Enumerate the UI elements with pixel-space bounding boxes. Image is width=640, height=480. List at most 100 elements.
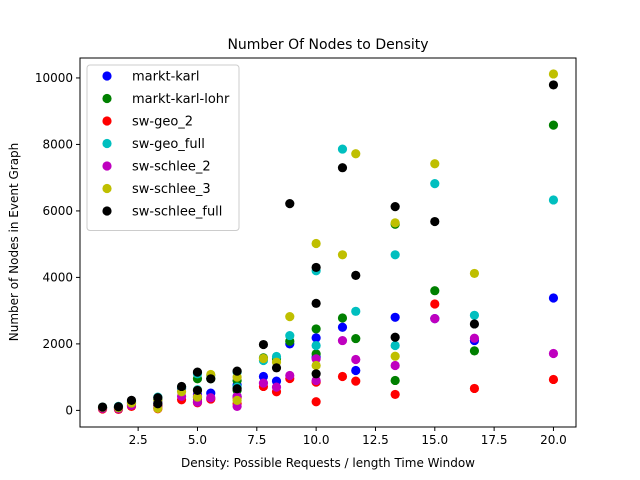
data-point-sw-schlee_full bbox=[126, 395, 137, 406]
data-point-sw-schlee_full bbox=[192, 367, 203, 377]
data-point-sw-schlee_2 bbox=[311, 354, 321, 364]
data-point-sw-schlee_full bbox=[271, 363, 282, 373]
data-point-markt-karl-lohr bbox=[390, 375, 400, 386]
data-point-markt-karl-lohr bbox=[351, 333, 361, 344]
data-point-sw-geo_full bbox=[469, 310, 480, 320]
data-point-markt-karl bbox=[351, 365, 361, 376]
x-tick-label: 17.5 bbox=[481, 433, 508, 447]
data-point-sw-geo_full bbox=[285, 330, 295, 341]
data-point-sw-geo_full bbox=[337, 144, 348, 154]
x-tick-label: 5.0 bbox=[188, 433, 207, 447]
data-point-sw-schlee_full bbox=[97, 402, 108, 412]
x-tick-label: 2.5 bbox=[129, 433, 148, 447]
data-point-sw-schlee_3 bbox=[285, 312, 295, 322]
data-point-sw-geo_full bbox=[390, 250, 400, 260]
data-points bbox=[97, 69, 559, 414]
data-point-sw-schlee_full bbox=[232, 366, 242, 376]
data-point-markt-karl bbox=[311, 333, 321, 343]
y-tick-label: 10000 bbox=[35, 71, 73, 85]
data-point-sw-schlee_3 bbox=[311, 238, 321, 249]
data-point-markt-karl-lohr bbox=[430, 286, 440, 296]
data-point-sw-schlee_full bbox=[258, 339, 269, 350]
data-point-sw-schlee_full bbox=[232, 384, 242, 394]
data-point-markt-karl bbox=[258, 371, 269, 382]
legend-box bbox=[86, 64, 240, 231]
data-point-sw-schlee_full bbox=[390, 332, 400, 342]
data-point-sw-schlee_3 bbox=[390, 218, 400, 228]
y-tick-label: 0 bbox=[65, 403, 73, 417]
data-point-sw-schlee_3 bbox=[351, 149, 361, 159]
data-point-sw-schlee_2 bbox=[206, 393, 216, 403]
data-point-sw-schlee_full bbox=[176, 381, 187, 392]
data-point-sw-schlee_3 bbox=[311, 360, 321, 371]
x-tick-label: 20.0 bbox=[540, 433, 567, 447]
data-point-markt-karl-lohr bbox=[337, 313, 348, 323]
data-point-sw-schlee_2 bbox=[258, 378, 269, 388]
legend-label: markt-karl-lohr bbox=[132, 92, 230, 107]
chart-title: Number Of Nodes to Density bbox=[227, 37, 428, 53]
legend-label: sw-schlee_3 bbox=[132, 182, 211, 197]
data-point-sw-geo_2 bbox=[351, 376, 361, 386]
legend-marker bbox=[102, 71, 112, 81]
data-point-sw-schlee_3 bbox=[337, 250, 348, 260]
y-tick-label: 6000 bbox=[42, 204, 73, 218]
data-point-sw-schlee_full bbox=[337, 163, 348, 173]
data-point-sw-schlee_full bbox=[390, 201, 400, 212]
data-point-sw-schlee_full bbox=[285, 199, 295, 209]
x-tick-label: 15.0 bbox=[421, 433, 448, 447]
data-point-sw-schlee_3 bbox=[548, 69, 559, 79]
data-point-sw-schlee_2 bbox=[285, 370, 295, 381]
data-point-sw-schlee_3 bbox=[430, 159, 440, 169]
data-point-sw-schlee_2 bbox=[469, 333, 480, 343]
data-point-sw-geo_full bbox=[351, 306, 361, 316]
data-point-markt-karl-lohr bbox=[548, 120, 559, 130]
data-point-sw-schlee_2 bbox=[271, 382, 282, 392]
data-point-sw-schlee_full bbox=[311, 262, 321, 273]
data-point-markt-karl-lohr bbox=[311, 324, 321, 334]
data-point-markt-karl-lohr bbox=[469, 346, 480, 356]
legend-marker bbox=[102, 116, 112, 126]
data-point-sw-schlee_full bbox=[351, 270, 361, 281]
data-point-sw-schlee_full bbox=[311, 298, 321, 308]
data-point-markt-karl bbox=[548, 293, 559, 303]
legend-label: sw-schlee_2 bbox=[132, 160, 211, 175]
legend-marker bbox=[102, 93, 112, 104]
data-point-sw-schlee_2 bbox=[390, 360, 400, 371]
data-point-sw-schlee_2 bbox=[337, 335, 348, 346]
data-point-sw-schlee_full bbox=[469, 319, 480, 329]
legend-marker bbox=[102, 206, 112, 216]
data-point-sw-schlee_full bbox=[430, 216, 440, 227]
data-point-sw-schlee_full bbox=[153, 399, 163, 409]
data-point-sw-schlee_full bbox=[113, 402, 124, 412]
data-point-sw-schlee_2 bbox=[430, 314, 440, 324]
legend-marker bbox=[102, 183, 112, 194]
data-point-sw-geo_2 bbox=[311, 397, 321, 407]
x-axis-label: Density: Possible Requests / length Time… bbox=[181, 456, 475, 470]
data-point-sw-geo_full bbox=[430, 179, 440, 189]
data-point-sw-geo_2 bbox=[469, 383, 480, 394]
legend-label: sw-geo_full bbox=[132, 137, 205, 152]
data-point-sw-schlee_full bbox=[311, 369, 321, 379]
data-point-sw-geo_full bbox=[311, 340, 321, 351]
x-tick-label: 7.5 bbox=[247, 433, 266, 447]
legend-marker bbox=[102, 161, 112, 171]
data-point-sw-schlee_full bbox=[192, 385, 203, 396]
data-point-sw-schlee_full bbox=[206, 374, 216, 384]
data-point-sw-geo_2 bbox=[548, 374, 559, 385]
x-tick-label: 10.0 bbox=[303, 433, 330, 447]
y-tick-label: 4000 bbox=[42, 270, 73, 284]
data-point-sw-schlee_3 bbox=[258, 353, 269, 364]
data-point-sw-geo_2 bbox=[390, 389, 400, 400]
y-tick-label: 2000 bbox=[42, 337, 73, 351]
axes-frame bbox=[79, 57, 577, 428]
data-point-sw-geo_2 bbox=[430, 299, 440, 309]
data-point-sw-geo_full bbox=[390, 340, 400, 351]
data-point-sw-schlee_3 bbox=[469, 268, 480, 279]
data-point-sw-schlee_3 bbox=[390, 351, 400, 361]
y-axis-label: Number of Nodes in Event Graph bbox=[7, 143, 21, 342]
plot-area: 2.5 5.0 7.5 10.0 12.5 15.0 17.5 20.0 0 2000 4000 60… bbox=[35, 69, 567, 447]
y-tick-label: 8000 bbox=[42, 137, 73, 151]
data-point-sw-schlee_2 bbox=[311, 375, 321, 386]
legend-label: sw-geo_2 bbox=[132, 115, 193, 130]
